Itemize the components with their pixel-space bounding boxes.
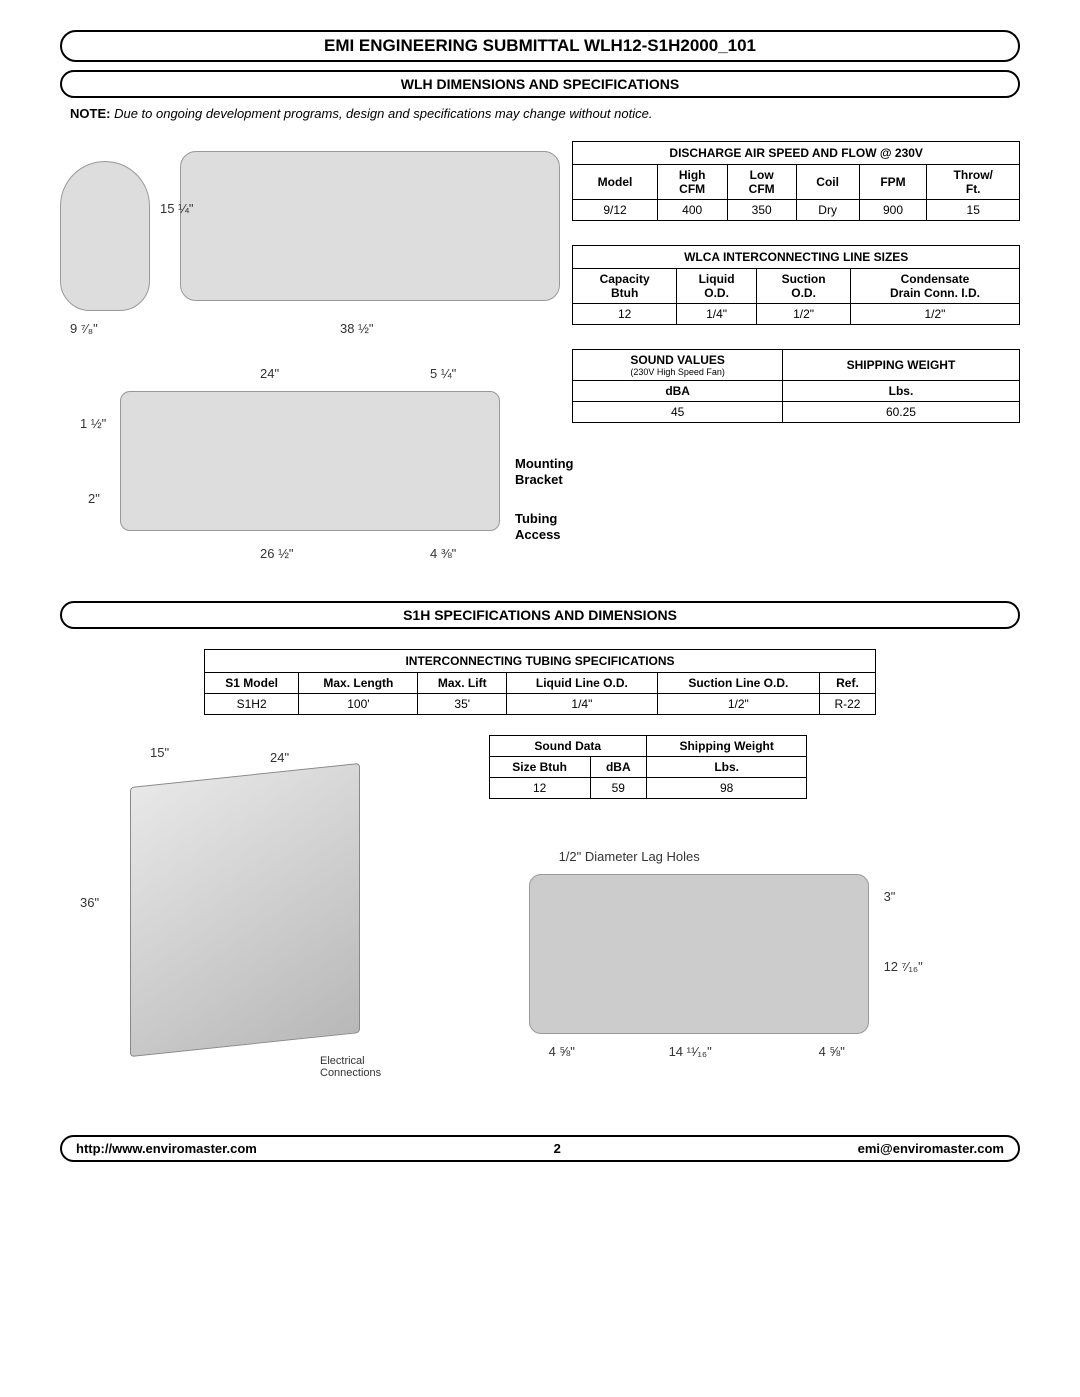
th: Suction O.D. (757, 269, 851, 304)
dim-b1: 4 ⅝" (549, 1044, 575, 1059)
dim-left1: 1 ½" (80, 416, 106, 431)
td: 59 (590, 778, 646, 799)
table-sound2: Sound Data Shipping Weight Size Btuh dBA… (489, 735, 808, 799)
td: 12 (573, 304, 676, 325)
dim-w2: 24" (270, 750, 289, 765)
main-title: EMI ENGINEERING SUBMITTAL WLH12-S1H2000_… (60, 30, 1020, 62)
th-highcfm: High CFM (657, 165, 727, 200)
th: Liquid O.D. (676, 269, 756, 304)
dim-h: 36" (80, 895, 99, 910)
dim-b2: 14 ¹¹⁄₁₆" (669, 1044, 712, 1059)
th-lbs: Lbs. (782, 381, 1019, 402)
dim-bot1: 26 ½" (260, 546, 294, 561)
th: Max. Length (299, 673, 418, 694)
th: Liquid Line O.D. (507, 673, 658, 694)
table-lines: WLCA INTERCONNECTING LINE SIZES Capacity… (572, 245, 1020, 325)
th-dba: dBA (573, 381, 783, 402)
td: R-22 (819, 694, 875, 715)
footer-url: http://www.enviromaster.com (76, 1141, 257, 1156)
td: 15 (927, 200, 1020, 221)
table-sound-weight: SOUND VALUES (230V High Speed Fan) SHIPP… (572, 349, 1020, 423)
th-coil: Coil (796, 165, 859, 200)
td: 1/2" (657, 694, 819, 715)
footer-page: 2 (554, 1141, 561, 1156)
th: Condensate Drain Conn. I.D. (850, 269, 1019, 304)
th: Lbs. (646, 757, 807, 778)
dim-left2: 2" (88, 491, 100, 506)
table-tubing: INTERCONNECTING TUBING SPECIFICATIONS S1… (204, 649, 876, 715)
td: 1/4" (507, 694, 658, 715)
th: dBA (590, 757, 646, 778)
th-sounddata: Sound Data (489, 736, 646, 757)
td: 12 (489, 778, 590, 799)
th-weight: SHIPPING WEIGHT (782, 350, 1019, 381)
td: 60.25 (782, 402, 1019, 423)
td: 98 (646, 778, 807, 799)
th: Ref. (819, 673, 875, 694)
th-sound-note: (230V High Speed Fan) (579, 367, 776, 377)
th: S1 Model (205, 673, 299, 694)
callout-lagholes: 1/2" Diameter Lag Holes (559, 849, 700, 864)
th: Capacity Btuh (573, 269, 676, 304)
th: Suction Line O.D. (657, 673, 819, 694)
table-discharge-title: DISCHARGE AIR SPEED AND FLOW @ 230V (573, 142, 1020, 165)
table-discharge: DISCHARGE AIR SPEED AND FLOW @ 230V Mode… (572, 141, 1020, 221)
td: 900 (859, 200, 927, 221)
dim-width: 38 ½" (340, 321, 374, 336)
dim-height: 15 ¼" (160, 201, 194, 216)
footer: http://www.enviromaster.com 2 emi@enviro… (60, 1135, 1020, 1162)
th-model: Model (573, 165, 657, 200)
dim-b3: 4 ⅝" (819, 1044, 845, 1059)
table-tubing-title: INTERCONNECTING TUBING SPECIFICATIONS (205, 650, 876, 673)
dim-r2: 12 ⁷⁄₁₆" (884, 959, 923, 974)
note-body: Due to ongoing development programs, des… (114, 106, 652, 121)
wlh-tables: DISCHARGE AIR SPEED AND FLOW @ 230V Mode… (572, 141, 1020, 581)
th-lowcfm: Low CFM (727, 165, 796, 200)
td: 400 (657, 200, 727, 221)
mounting-bracket-diagram: 1/2" Diameter Lag Holes 3" 12 ⁷⁄₁₆" 4 ⅝"… (489, 849, 1020, 1069)
dim-top2: 5 ¼" (430, 366, 456, 381)
dim-w1: 15" (150, 745, 169, 760)
td: 35' (418, 694, 507, 715)
dim-top1: 24" (260, 366, 279, 381)
footer-email: emi@enviromaster.com (858, 1141, 1004, 1156)
note-label: NOTE: (70, 106, 110, 121)
th-sound: SOUND VALUES (230V High Speed Fan) (573, 350, 783, 381)
th-throw: Throw/ Ft. (927, 165, 1020, 200)
td: 1/2" (757, 304, 851, 325)
th: Size Btuh (489, 757, 590, 778)
callout-mounting: Mounting Bracket (515, 456, 573, 487)
dim-r1: 3" (884, 889, 896, 904)
td: 45 (573, 402, 783, 423)
wlh-top-view: 24" 5 ¼" 1 ½" 2" 26 ½" 4 ⅜" Mounting Bra… (60, 361, 552, 581)
td: 1/4" (676, 304, 756, 325)
th-sound-label: SOUND VALUES (579, 353, 776, 367)
wlh-front-view: 9 ⁷⁄₈" 15 ¼" 38 ½" (60, 141, 552, 331)
s1h-unit-diagram: 15" 24" 36" Electrical Connections (60, 735, 459, 1095)
callout-electrical: Electrical Connections (320, 1055, 381, 1079)
callout-tubing: Tubing Access (515, 511, 561, 542)
th: Max. Lift (418, 673, 507, 694)
dim-bot2: 4 ⅜" (430, 546, 456, 561)
th-shipweight: Shipping Weight (646, 736, 807, 757)
th-fpm: FPM (859, 165, 927, 200)
td: 350 (727, 200, 796, 221)
s1h-section: 15" 24" 36" Electrical Connections Sound… (60, 735, 1020, 1095)
td: 1/2" (850, 304, 1019, 325)
s1h-right-col: Sound Data Shipping Weight Size Btuh dBA… (489, 735, 1020, 1095)
td: 100' (299, 694, 418, 715)
wlh-section: 9 ⁷⁄₈" 15 ¼" 38 ½" 24" 5 ¼" 1 ½" 2" 26 ½… (60, 141, 1020, 581)
note-text: NOTE: Due to ongoing development program… (70, 106, 1020, 121)
td: Dry (796, 200, 859, 221)
section-title-s1h: S1H SPECIFICATIONS AND DIMENSIONS (60, 601, 1020, 629)
td: 9/12 (573, 200, 657, 221)
table-lines-title: WLCA INTERCONNECTING LINE SIZES (573, 246, 1020, 269)
dim-side-width: 9 ⁷⁄₈" (70, 321, 98, 336)
wlh-diagrams: 9 ⁷⁄₈" 15 ¼" 38 ½" 24" 5 ¼" 1 ½" 2" 26 ½… (60, 141, 552, 581)
section-title-wlh: WLH DIMENSIONS AND SPECIFICATIONS (60, 70, 1020, 98)
td: S1H2 (205, 694, 299, 715)
